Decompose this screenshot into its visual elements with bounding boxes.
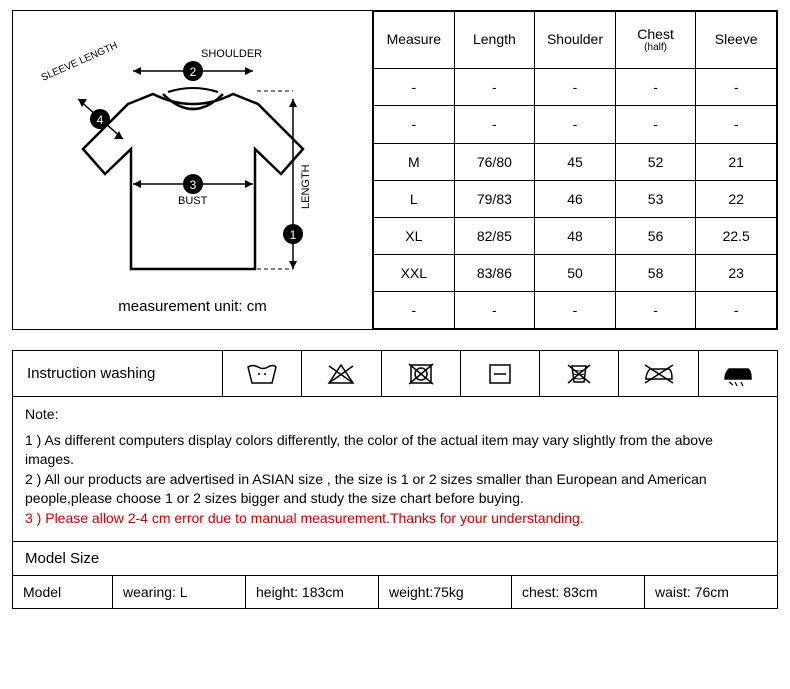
col-sleeve: Sleeve xyxy=(696,12,777,69)
measurement-unit: measurement unit: cm xyxy=(13,298,372,315)
col-length: Length xyxy=(454,12,535,69)
tshirt-diagram: 2 SHOULDER 4 SLEEVE LENGTH 3 BUST xyxy=(33,29,353,289)
label-sleeve: SLEEVE LENGTH xyxy=(39,40,119,84)
dry-flat-icon xyxy=(461,351,540,396)
label-length: LENGTH xyxy=(300,164,312,209)
model-wearing: wearing: L xyxy=(113,576,246,608)
model-label: Model xyxy=(13,576,113,608)
size-table: Measure Length Shoulder Chest(half) Slee… xyxy=(373,11,777,329)
table-row: ----- xyxy=(374,291,777,328)
label-bust: BUST xyxy=(178,195,208,207)
model-row: Model wearing: L height: 183cm weight:75… xyxy=(13,576,777,608)
note-line-1: 1 ) As different computers display color… xyxy=(25,431,765,470)
col-shoulder: Shoulder xyxy=(535,12,616,69)
note-block: Note: 1 ) As different computers display… xyxy=(13,397,777,542)
table-row: XL82/85485622.5 xyxy=(374,217,777,254)
marker-4: 4 xyxy=(96,113,103,127)
note-title: Note: xyxy=(25,405,765,425)
model-chest: chest: 83cm xyxy=(512,576,645,608)
marker-2: 2 xyxy=(189,65,196,79)
model-waist: waist: 76cm xyxy=(645,576,777,608)
no-iron-icon xyxy=(619,351,698,396)
model-height: height: 183cm xyxy=(246,576,379,608)
marker-3: 3 xyxy=(189,178,196,192)
col-chest: Chest(half) xyxy=(615,12,696,69)
table-row: ----- xyxy=(374,69,777,106)
ironing-icon xyxy=(699,351,777,396)
washing-and-notes: Instruction washing xyxy=(12,350,778,609)
label-shoulder: SHOULDER xyxy=(201,48,262,60)
no-wring-icon xyxy=(540,351,619,396)
tshirt-diagram-cell: 2 SHOULDER 4 SLEEVE LENGTH 3 BUST xyxy=(13,11,373,329)
note-line-3: 3 ) Please allow 2-4 cm error due to man… xyxy=(25,509,765,529)
model-weight: weight:75kg xyxy=(379,576,512,608)
table-row: XXL83/86505823 xyxy=(374,254,777,291)
marker-1: 1 xyxy=(289,228,296,242)
col-measure: Measure xyxy=(374,12,455,69)
wash-tub-icon xyxy=(223,351,302,396)
washing-icons xyxy=(223,351,777,396)
table-row: L79/83465322 xyxy=(374,180,777,217)
size-chart-block: 2 SHOULDER 4 SLEEVE LENGTH 3 BUST xyxy=(12,10,778,330)
model-size-title: Model Size xyxy=(13,542,777,576)
no-tumble-icon xyxy=(382,351,461,396)
washing-label: Instruction washing xyxy=(13,351,223,396)
note-line-2: 2 ) All our products are advertised in A… xyxy=(25,470,765,509)
table-row: ----- xyxy=(374,106,777,143)
table-row: M76/80455221 xyxy=(374,143,777,180)
no-bleach-icon xyxy=(302,351,381,396)
